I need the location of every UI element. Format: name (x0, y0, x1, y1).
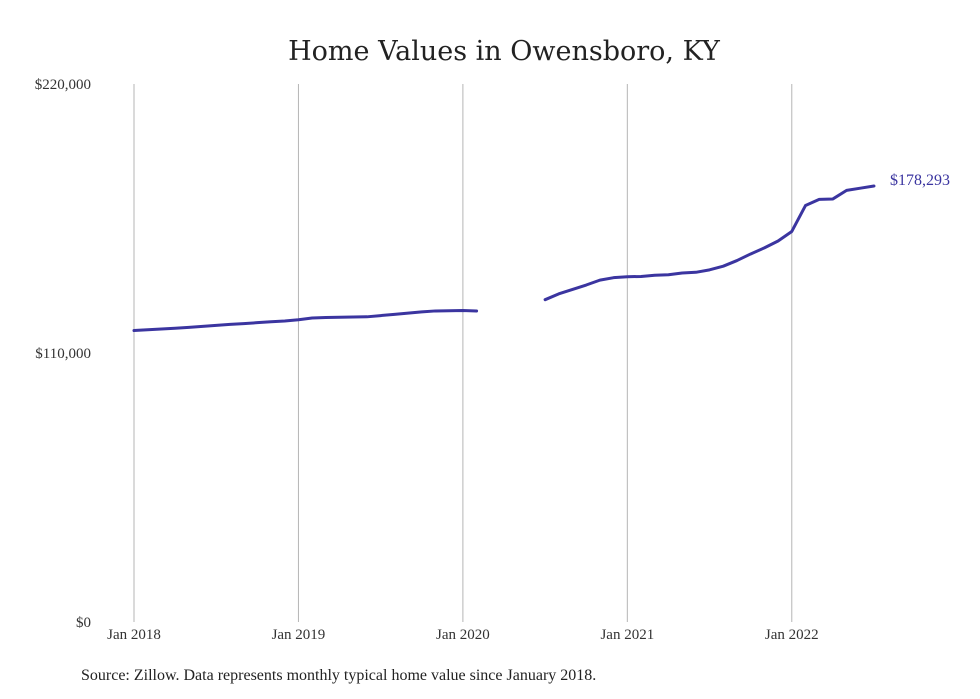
x-tick-label: Jan 2019 (272, 627, 326, 643)
x-tick-label: Jan 2021 (600, 627, 654, 643)
series-line (543, 184, 876, 302)
series-line (132, 308, 479, 332)
x-tick-label: Jan 2022 (765, 627, 819, 643)
y-axis-ticks: $0 $110,000 $220,000 (35, 77, 91, 631)
gridlines (133, 84, 793, 622)
y-tick-label: $0 (76, 615, 91, 631)
x-tick-label: Jan 2020 (436, 627, 490, 643)
source-note: Source: Zillow. Data represents monthly … (81, 667, 597, 684)
x-axis-ticks: Jan 2018 Jan 2019 Jan 2020 Jan 2021 Jan 2022 (107, 627, 819, 643)
y-tick-label: $110,000 (35, 346, 91, 362)
y-tick-label: $220,000 (35, 77, 91, 93)
end-value-label: $178,293 (890, 172, 950, 189)
series-layer (132, 184, 876, 332)
chart-title: Home Values in Owensboro, KY (288, 36, 721, 67)
x-tick-label: Jan 2018 (107, 627, 161, 643)
